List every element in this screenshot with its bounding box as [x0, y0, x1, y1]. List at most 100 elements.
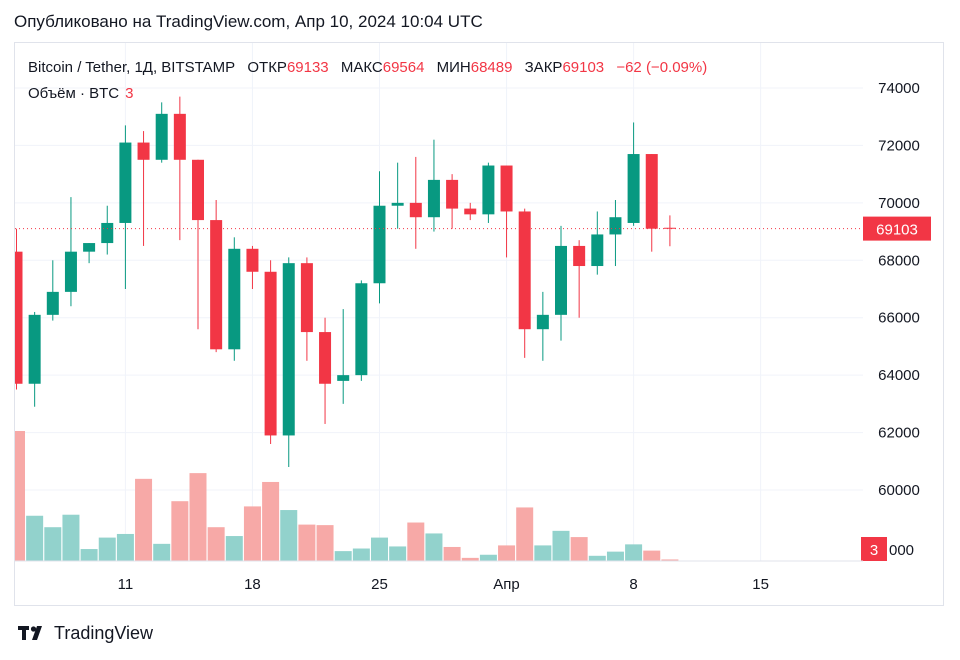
candle [119, 125, 132, 289]
legend-open-label: ОТКР [247, 59, 287, 76]
volume-bar [280, 510, 298, 561]
chart-frame[interactable]: 69103 3 000 74000 72000 70000 68000 66000 64000… [14, 42, 944, 606]
candle-body [155, 113, 168, 160]
candle [573, 240, 586, 318]
candle-body [627, 154, 640, 223]
candle [536, 291, 549, 361]
volume-bar [516, 507, 534, 561]
candles [15, 96, 676, 468]
candle [173, 96, 186, 241]
candle [282, 257, 295, 468]
volume-bar [352, 548, 370, 561]
candle-body [573, 245, 586, 267]
candle-body [300, 263, 313, 333]
axes: 74000 72000 70000 68000 66000 64000 62000 60000… [15, 80, 920, 593]
candle [210, 199, 223, 353]
candle [446, 174, 459, 229]
volume-badge-label: 3 [870, 542, 878, 559]
time-tick-label: 15 [752, 576, 769, 593]
candle [518, 208, 531, 358]
volume-bar [298, 524, 316, 561]
candle [627, 122, 640, 226]
candle [64, 197, 77, 307]
candle-body [137, 142, 150, 160]
candle [228, 237, 241, 361]
price-tick-label: 62000 [878, 425, 920, 442]
candle-body [482, 165, 495, 215]
volume-bar [552, 530, 570, 561]
candlestick-chart[interactable]: 69103 3 000 74000 72000 70000 68000 66000 64000… [15, 43, 943, 605]
legend-volume-label[interactable]: Объём · BTC [28, 85, 120, 102]
candle [101, 205, 114, 255]
volume-bar [189, 473, 207, 561]
volume-bar [334, 551, 352, 561]
candle [300, 257, 313, 361]
tradingview-logo-icon [18, 626, 42, 640]
candle-body [282, 263, 295, 436]
legend-open-value: 69133 [286, 59, 329, 76]
candle-body [192, 159, 204, 221]
volume-bar [316, 525, 334, 561]
tradingview-brand[interactable]: TradingView [18, 622, 153, 644]
candle [391, 162, 404, 229]
volume-bar [407, 522, 425, 561]
price-tick-label: 72000 [878, 137, 920, 154]
volume-bar [62, 514, 80, 561]
volume-bar [588, 555, 606, 561]
volume-bar [498, 545, 516, 561]
price-tick-label: 64000 [878, 367, 920, 384]
time-tick-label: 18 [244, 576, 261, 593]
candle-body [101, 222, 114, 244]
candle-body [663, 227, 676, 229]
legend-symbol[interactable]: Bitcoin / Tether, 1Д, BITSTAMP [28, 59, 236, 76]
candle-body [15, 251, 23, 384]
time-tick-label: 25 [371, 576, 388, 593]
candle-body [391, 202, 404, 206]
candle [663, 215, 676, 247]
volume-bar [116, 533, 134, 561]
volume-bar [371, 537, 388, 561]
price-tick-label: 66000 [878, 310, 920, 327]
candle-body [645, 154, 658, 229]
volume-bar [262, 481, 280, 561]
legend-close-value: 69103 [562, 59, 605, 76]
candle-body [119, 142, 132, 223]
candle [373, 171, 386, 304]
legend-high-label: МАКС [340, 59, 383, 76]
legend-volume: Объём · BTC 3 [28, 84, 133, 104]
price-tick-label: 60000 [878, 482, 920, 499]
volume-bar [606, 551, 624, 561]
candle [645, 154, 658, 252]
candle [591, 211, 604, 275]
candle-body [337, 375, 350, 381]
candle [355, 280, 368, 381]
volume-bar [243, 506, 261, 561]
volume-bar [98, 537, 116, 561]
volume-badge [861, 537, 887, 561]
volume-bars [15, 431, 679, 561]
price-overlay: 69103 3 000 [15, 216, 931, 561]
candle-body [246, 248, 259, 272]
candle-body [555, 245, 567, 315]
candle [46, 260, 59, 321]
price-tick-label: 70000 [878, 195, 920, 212]
price-tick-label: 68000 [878, 252, 920, 269]
candle [246, 245, 259, 289]
volume-badge-tick: 000 [889, 542, 914, 559]
candle-body [173, 113, 186, 160]
grid-lines [15, 43, 863, 561]
candle [555, 225, 567, 341]
candle [609, 199, 622, 267]
volume-bar [26, 515, 44, 561]
legend-volume-value: 3 [125, 85, 134, 102]
price-tick-label: 74000 [878, 80, 920, 97]
time-tick-label: Апр [493, 576, 519, 593]
last-price-badge [863, 216, 931, 241]
candle-body [409, 202, 422, 218]
volume-bar [80, 549, 98, 561]
legend-low-label: МИН [436, 59, 471, 76]
candle-body [264, 271, 277, 436]
volume-bar [425, 533, 443, 561]
volume-bar [153, 543, 171, 561]
candle [500, 165, 513, 258]
